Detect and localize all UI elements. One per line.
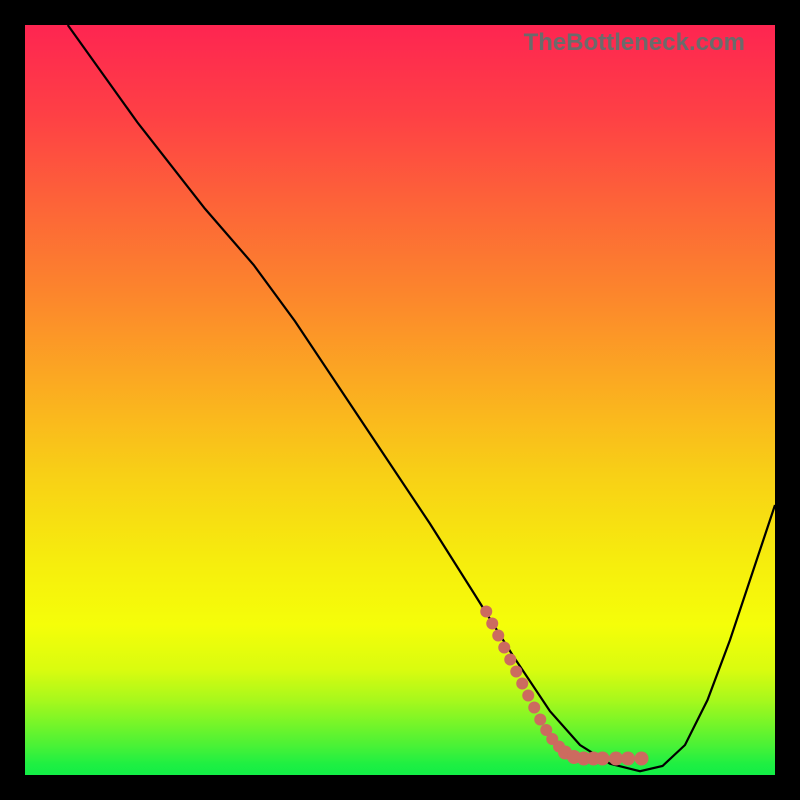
marker-dot <box>516 678 528 690</box>
plot-area: TheBottleneck.com <box>25 25 775 775</box>
watermark-text: TheBottleneck.com <box>524 29 745 57</box>
marker-dot <box>522 690 534 702</box>
marker-dot <box>596 752 610 766</box>
chart-frame: TheBottleneck.com <box>0 0 800 800</box>
marker-dot <box>510 666 522 678</box>
chart-markers-layer <box>25 25 775 775</box>
marker-dot <box>480 606 492 618</box>
marker-dot <box>635 752 649 766</box>
marker-dot <box>498 642 510 654</box>
marker-dot <box>609 752 623 766</box>
marker-dot <box>534 714 546 726</box>
marker-dot <box>492 630 504 642</box>
marker-dot <box>621 752 635 766</box>
marker-dot <box>486 618 498 630</box>
marker-dot <box>528 702 540 714</box>
marker-dot <box>504 654 516 666</box>
